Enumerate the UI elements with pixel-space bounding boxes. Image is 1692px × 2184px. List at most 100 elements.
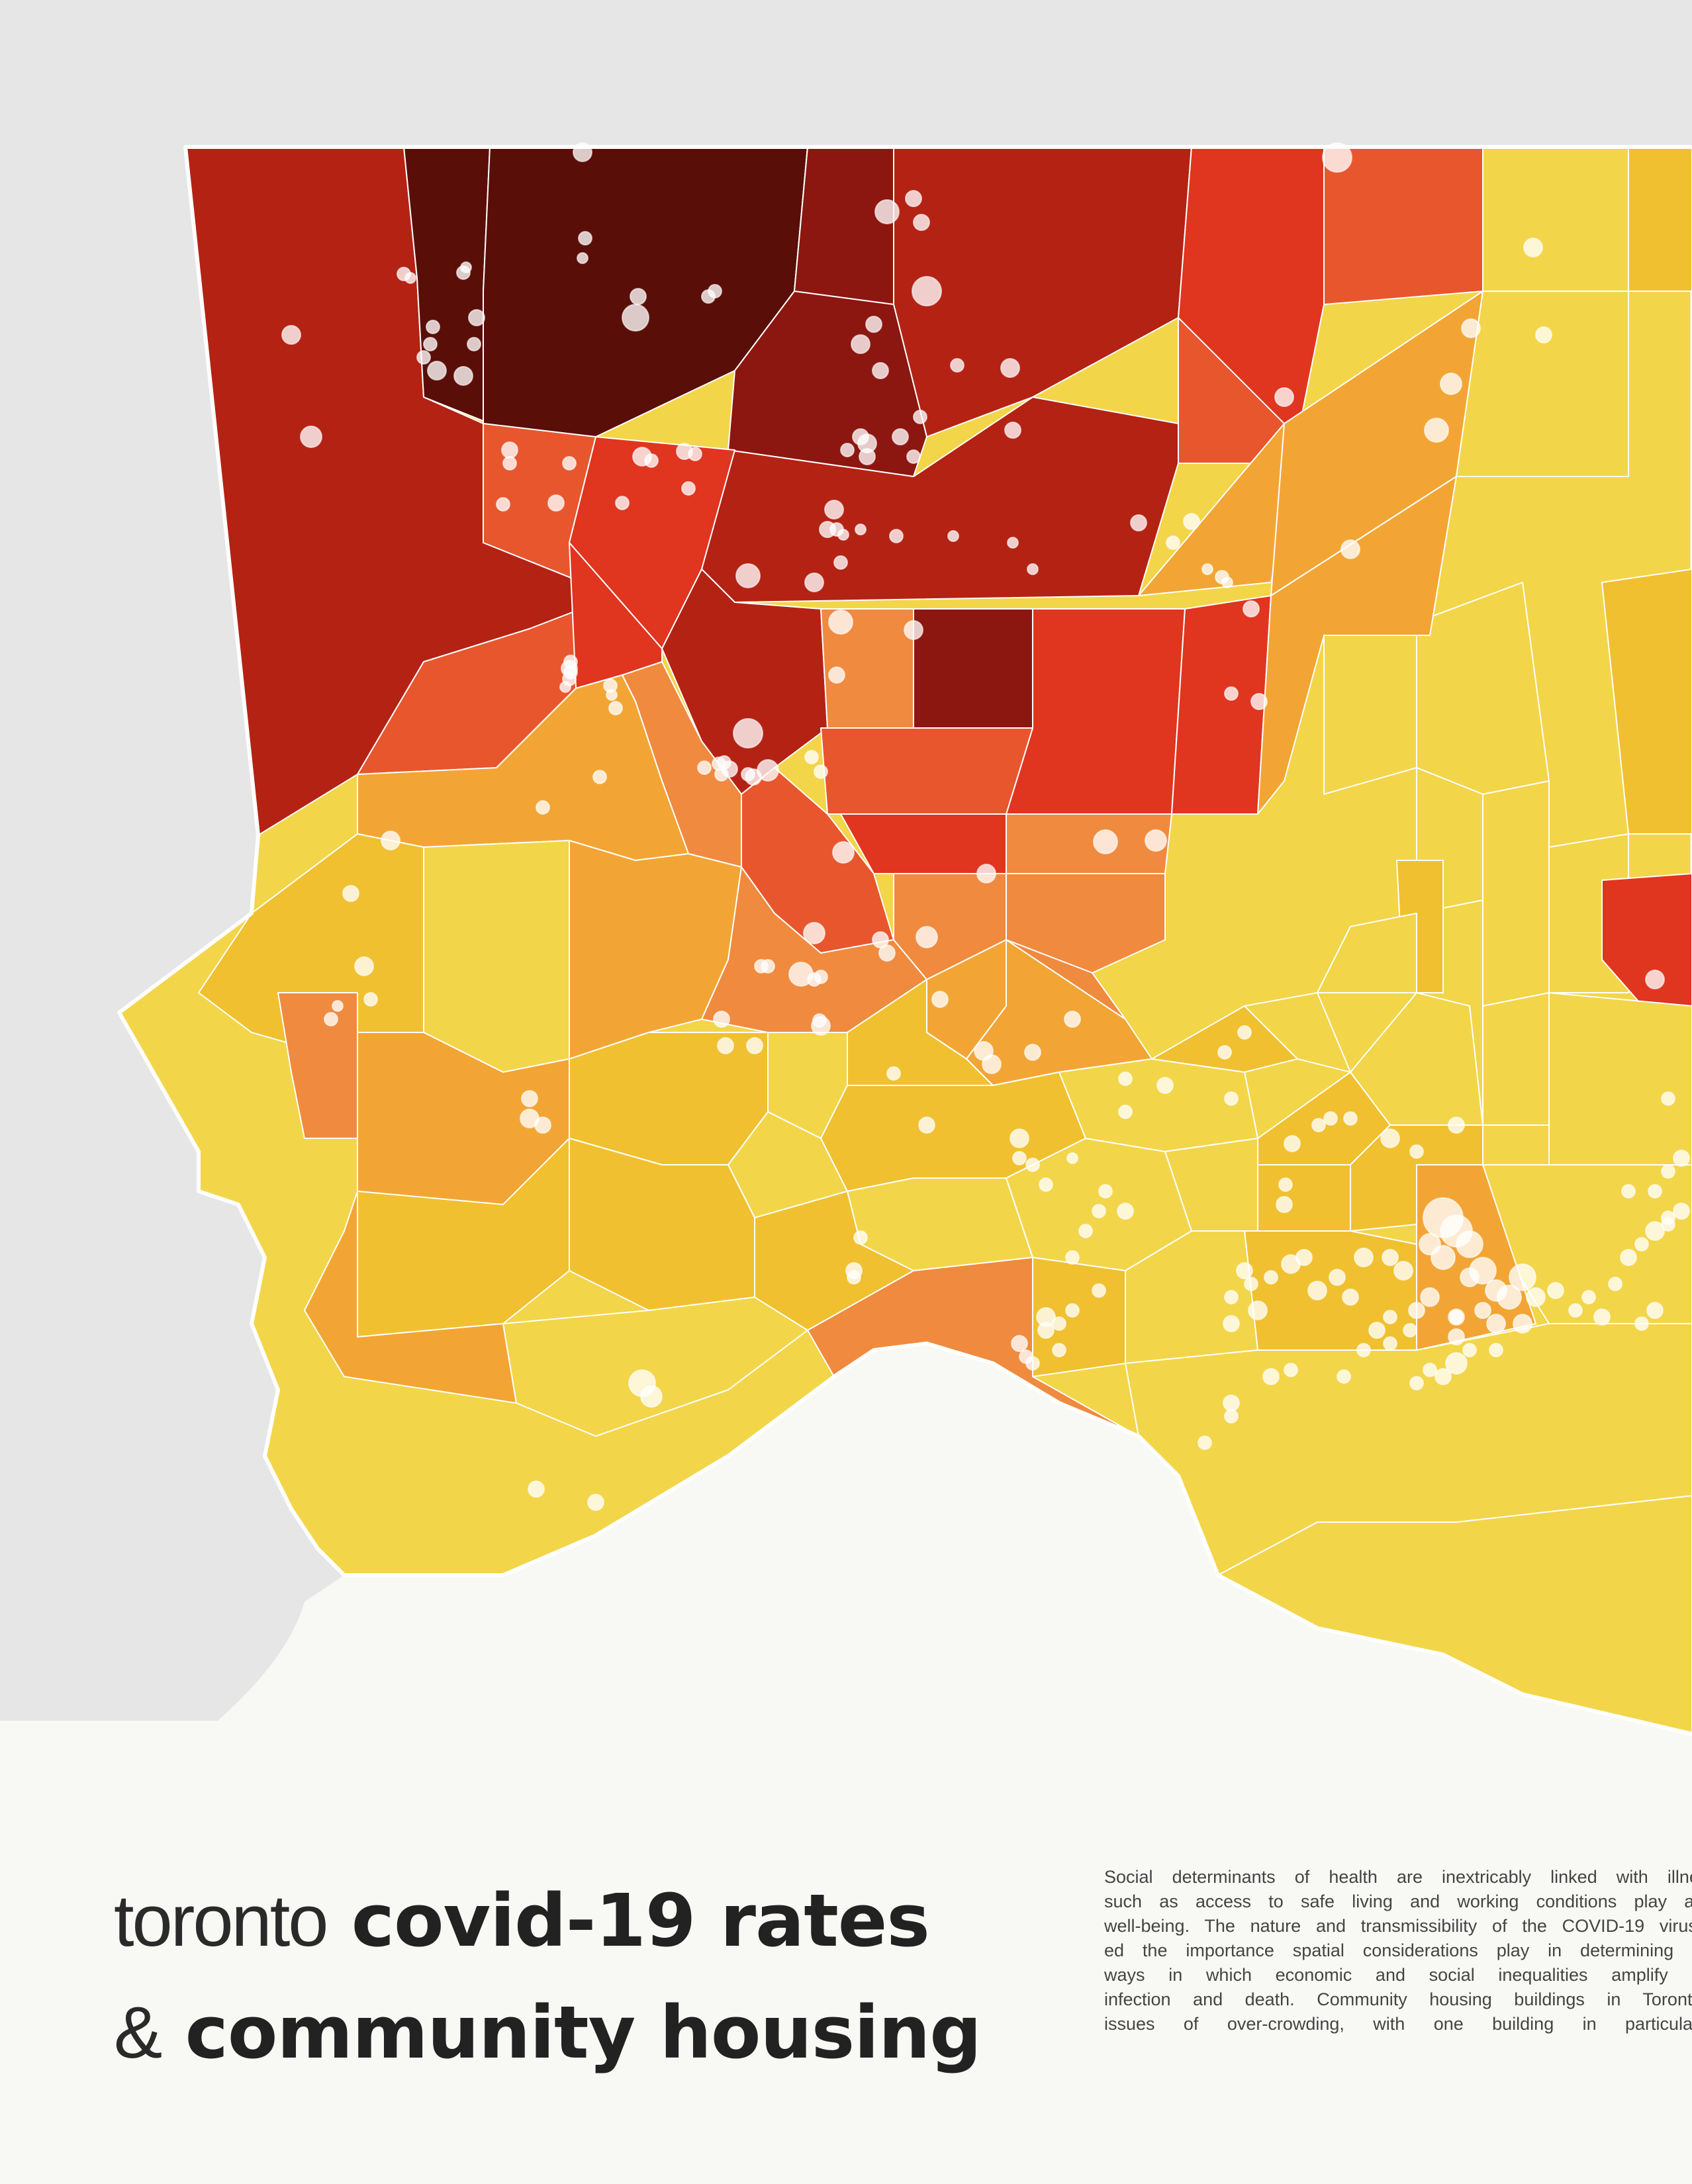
housing-marker xyxy=(355,957,373,976)
housing-marker xyxy=(563,457,576,470)
housing-marker xyxy=(755,960,768,973)
housing-marker xyxy=(847,1271,861,1284)
housing-marker xyxy=(405,273,416,283)
housing-marker xyxy=(892,429,908,445)
intro-line: well-being. The nature and transmissibil… xyxy=(1104,1914,1692,1938)
housing-marker xyxy=(1119,1072,1132,1085)
housing-marker xyxy=(1225,687,1238,700)
housing-marker xyxy=(977,864,996,883)
housing-marker xyxy=(1673,1203,1689,1219)
title-covid-rates: covid-19 rates xyxy=(352,1878,929,1963)
housing-marker xyxy=(718,1038,733,1054)
housing-marker xyxy=(1344,1112,1357,1125)
housing-marker xyxy=(1225,1410,1238,1423)
housing-marker xyxy=(1284,1136,1300,1152)
housing-marker xyxy=(364,993,377,1006)
housing-marker xyxy=(454,367,473,385)
neighbourhood xyxy=(794,147,894,304)
housing-marker xyxy=(1635,1317,1648,1330)
housing-marker xyxy=(1394,1261,1413,1280)
housing-marker xyxy=(1582,1291,1595,1304)
housing-marker xyxy=(609,702,622,715)
housing-marker xyxy=(503,457,516,470)
housing-marker xyxy=(736,564,760,588)
housing-marker xyxy=(1275,388,1293,406)
housing-marker xyxy=(588,1494,604,1510)
housing-marker xyxy=(855,524,866,535)
housing-marker xyxy=(282,326,301,344)
housing-marker xyxy=(814,765,827,778)
housing-marker xyxy=(1223,1316,1239,1332)
housing-marker xyxy=(825,500,843,519)
housing-marker xyxy=(866,316,882,332)
housing-marker xyxy=(1513,1314,1532,1333)
housing-marker xyxy=(1673,1150,1689,1166)
housing-marker xyxy=(1354,1248,1373,1267)
intro-paragraph: Social determinants of health are inextr… xyxy=(1104,1865,1692,2036)
housing-marker xyxy=(1487,1314,1505,1333)
title-community-housing: community housing xyxy=(185,1990,981,2075)
housing-marker xyxy=(1067,1153,1078,1163)
housing-marker xyxy=(904,621,923,639)
housing-marker xyxy=(1005,422,1021,438)
housing-marker xyxy=(708,285,722,298)
housing-marker xyxy=(301,426,322,447)
housing-marker xyxy=(645,454,658,467)
neighbourhood xyxy=(1324,147,1483,304)
housing-marker xyxy=(536,801,549,814)
housing-marker xyxy=(1099,1185,1112,1198)
housing-marker xyxy=(1384,1337,1397,1350)
housing-marker xyxy=(1225,1291,1238,1304)
housing-marker xyxy=(808,973,821,986)
housing-marker xyxy=(641,1386,662,1407)
housing-marker xyxy=(1243,601,1259,617)
housing-marker xyxy=(854,1231,867,1244)
housing-marker xyxy=(733,719,763,748)
intro-line: ed the importance spatial considerations… xyxy=(1104,1938,1692,1963)
neighbourhood xyxy=(1324,622,1417,794)
housing-marker xyxy=(914,214,929,230)
housing-marker xyxy=(1011,1336,1027,1351)
housing-marker xyxy=(324,1013,338,1026)
housing-marker xyxy=(1622,1185,1635,1198)
housing-marker xyxy=(813,1014,826,1027)
housing-marker xyxy=(579,232,592,245)
housing-marker xyxy=(1008,537,1018,548)
housing-marker xyxy=(1223,1395,1239,1411)
neighbourhood xyxy=(1483,147,1628,291)
housing-marker xyxy=(630,289,646,304)
housing-marker xyxy=(1524,238,1542,257)
housing-marker xyxy=(1337,1370,1350,1383)
housing-marker xyxy=(1357,1343,1370,1357)
housing-marker xyxy=(343,886,359,901)
housing-marker xyxy=(426,320,440,334)
housing-marker xyxy=(1410,1377,1423,1390)
housing-marker xyxy=(833,842,854,863)
housing-marker xyxy=(469,310,485,326)
housing-marker xyxy=(1410,1145,1423,1158)
housing-marker xyxy=(1001,359,1019,377)
housing-marker xyxy=(1440,373,1462,394)
housing-marker xyxy=(1284,1363,1297,1377)
housing-marker xyxy=(1053,1343,1066,1357)
housing-marker xyxy=(1527,1288,1545,1306)
housing-marker xyxy=(1276,1197,1292,1212)
housing-marker xyxy=(381,831,400,850)
housing-marker xyxy=(829,667,845,683)
housing-marker xyxy=(1324,1112,1337,1125)
housing-marker xyxy=(1647,1302,1663,1318)
housing-marker xyxy=(879,945,895,961)
housing-marker xyxy=(1026,1158,1039,1171)
housing-marker xyxy=(1609,1277,1622,1291)
housing-marker xyxy=(1145,830,1166,851)
intro-line: such as access to safe living and workin… xyxy=(1104,1889,1692,1914)
housing-marker xyxy=(1621,1250,1636,1265)
housing-marker xyxy=(502,442,518,458)
housing-marker xyxy=(741,768,755,781)
intro-line: ways in which economic and social inequa… xyxy=(1104,1963,1692,1987)
housing-marker xyxy=(1238,1026,1251,1039)
neighbourhood xyxy=(1006,609,1185,814)
housing-marker xyxy=(1117,1203,1133,1219)
housing-marker xyxy=(1225,1092,1238,1105)
housing-marker xyxy=(1646,970,1664,989)
